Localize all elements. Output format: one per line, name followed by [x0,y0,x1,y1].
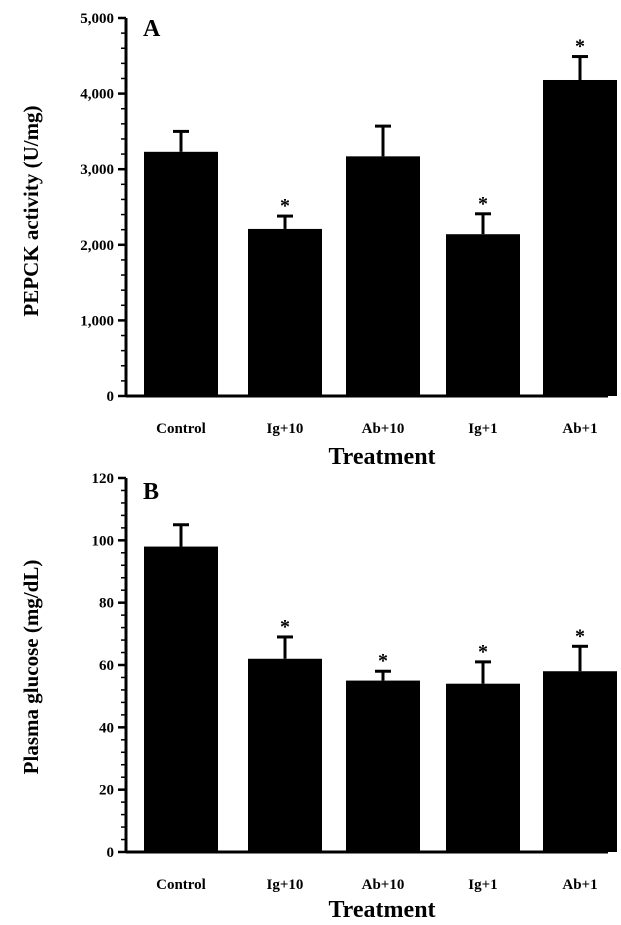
panel-a-y-tick-label: 2,000 [80,238,114,254]
panel-b-y-axis-title: Plasma glucose (mg/dL) [19,560,43,775]
panel-b-y-tick-label: 0 [107,845,115,861]
panel-b-bar-ab-10 [346,680,420,852]
panel-b-x-axis-title: Treatment [328,897,435,920]
panel-a-category-label: Ig+10 [267,421,304,437]
panel-a-letter: A [143,16,161,42]
panel-a-plot: 0 1,000 2,000 3,000 4,000 5,000 Control * Ig+10 A… [80,11,617,437]
panel-b-y-tick-label: 60 [99,658,114,674]
panel-b-y-tick-label: 40 [99,720,114,736]
panel-b-category-label: Control [156,877,206,893]
panel-a-y-axis-title: PEPCK activity (U/mg) [19,105,43,316]
panel-b: B Plasma glucose (mg/dL) Treatment 0 20 40… [19,471,617,923]
panel-b-y-tick-label: 100 [92,533,115,549]
panel-b-bar-ig-1 [446,683,520,852]
panel-b-significance-marker: * [575,625,585,647]
panel-a-y-tick-label: 0 [107,389,115,405]
panel-a-bar-ab-1 [543,79,617,396]
panel-b-significance-marker: * [478,641,488,663]
panel-a-y-tick-label: 4,000 [80,87,114,103]
panel-a-category-label: Ig+1 [468,421,497,437]
panel-b-category-label: Ig+10 [267,877,304,893]
panel-b-category-label: Ig+1 [468,877,497,893]
panel-a-x-axis-title: Treatment [328,444,435,470]
panel-b-y-tick-label: 80 [99,596,114,612]
panel-b-bar-ig-10 [248,658,322,852]
panel-a-significance-marker: * [575,36,585,58]
panel-b-bar-ab-1 [543,671,617,852]
panel-b-y-tick-label: 120 [92,471,115,487]
panel-b-significance-marker: * [280,616,290,638]
panel-a-bar-ig-1 [446,234,520,396]
panel-b-y-tick-label: 20 [99,783,114,799]
panel-a: A PEPCK activity (U/mg) Treatment 0 1,000… [19,11,617,470]
panel-a-bar-ig-10 [248,228,322,396]
panel-a-bar-control [144,151,218,396]
panel-b-category-label: Ab+10 [362,877,405,893]
panel-a-category-label: Control [156,421,206,437]
panel-b-bar-control [144,546,218,852]
panel-a-category-label: Ab+1 [562,421,597,437]
panel-b-significance-marker: * [378,650,388,672]
panel-a-y-tick-label: 5,000 [80,11,114,27]
panel-a-significance-marker: * [280,195,290,217]
panel-a-y-tick-label: 1,000 [80,313,114,329]
panel-a-y-tick-label: 3,000 [80,162,114,178]
panel-a-bar-ab-10 [346,156,420,396]
panel-a-category-label: Ab+10 [362,421,405,437]
panel-a-significance-marker: * [478,193,488,215]
panel-b-plot: 0 20 40 60 80 100 120 Control * Ig+10 * Ab+10 * Ig+1 *… [92,471,617,893]
panel-b-letter: B [143,479,159,505]
panel-b-category-label: Ab+1 [562,877,597,893]
